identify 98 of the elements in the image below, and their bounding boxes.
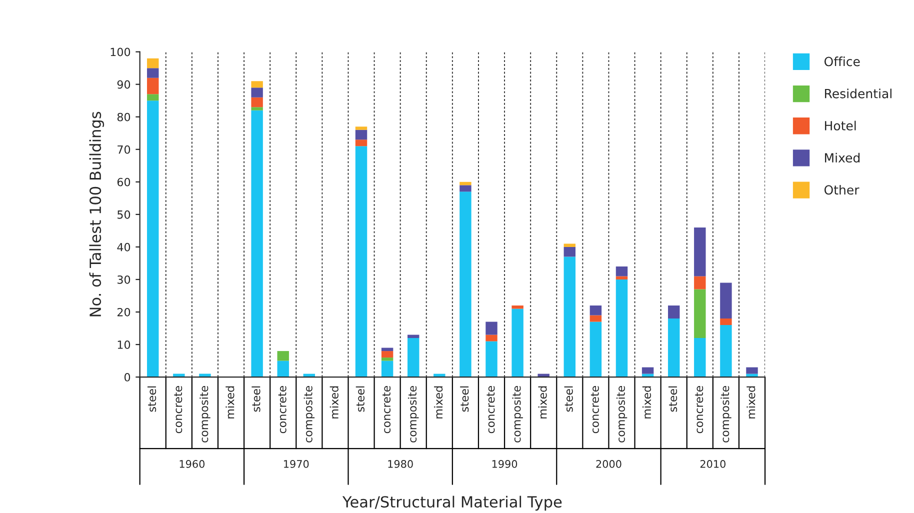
bar — [720, 325, 732, 378]
y-tick-label: 90 — [117, 80, 130, 89]
bar — [147, 94, 159, 101]
bar — [460, 182, 472, 186]
y-tick-label: 0 — [124, 373, 130, 382]
bar — [407, 334, 420, 338]
x-tick-label: composite — [616, 386, 628, 442]
bar — [590, 306, 602, 316]
bar — [668, 306, 680, 319]
bar — [147, 58, 159, 68]
bar — [355, 140, 368, 146]
bar — [616, 266, 628, 276]
bar — [590, 315, 602, 322]
bar — [694, 227, 706, 276]
x-tick-label: composite — [720, 386, 732, 442]
x-tick-label: composite — [304, 386, 315, 442]
x-tick-label: steel — [564, 386, 573, 412]
bar — [381, 358, 394, 361]
bar — [616, 279, 628, 378]
x-tick-label: composite — [408, 386, 419, 442]
x-tick-label: concrete — [174, 386, 182, 434]
bar — [694, 276, 706, 290]
bar — [694, 289, 706, 338]
x-tick-label: steel — [252, 386, 260, 412]
y-tick-label: 40 — [117, 242, 130, 252]
x-tick-label: mixed — [434, 386, 443, 418]
bar — [277, 351, 289, 361]
bar — [720, 318, 732, 326]
bar — [251, 97, 263, 108]
bar — [564, 246, 576, 257]
text: 2010 — [700, 460, 726, 468]
bar — [642, 367, 654, 374]
x-tick-label: steel — [460, 386, 469, 412]
bar — [616, 276, 628, 280]
bar — [251, 107, 263, 110]
bar — [251, 110, 263, 378]
y-axis-title: No. of Tallest 100 Buildings — [89, 112, 104, 316]
bar — [381, 348, 394, 352]
x-tick-label: composite — [512, 386, 523, 442]
bar — [147, 100, 159, 378]
y-tick-label: 100 — [110, 48, 130, 56]
y-tick-label: 50 — [118, 210, 130, 219]
legend-label: Office — [824, 56, 860, 66]
bar — [460, 192, 472, 378]
bar — [486, 334, 498, 342]
x-axis-title: Year/Structural Material Type — [342, 496, 562, 511]
legend-label: Residential — [825, 88, 892, 98]
legend-label: Other — [824, 184, 860, 195]
bar — [486, 341, 498, 378]
y-tick-label: 10 — [118, 340, 130, 349]
bar — [564, 256, 576, 378]
bar — [147, 78, 159, 94]
bar — [564, 244, 576, 247]
x-tick-label: concrete — [695, 386, 704, 434]
bar — [251, 81, 263, 88]
bar — [694, 338, 706, 378]
x-tick-label: steel — [147, 386, 156, 412]
bar — [668, 318, 680, 378]
bar — [512, 308, 524, 378]
x-tick-label: composite — [200, 386, 210, 442]
bar — [460, 185, 472, 192]
x-tick-label: concrete — [382, 386, 391, 434]
text: 2000 — [596, 460, 622, 468]
bar — [381, 351, 394, 358]
x-tick-label: concrete — [278, 386, 286, 434]
x-tick-label: mixed — [538, 386, 547, 418]
text: 1980 — [388, 460, 413, 468]
bar — [407, 338, 420, 378]
x-tick-label: steel — [356, 386, 364, 412]
text: 1970 — [284, 460, 309, 468]
y-tick-label: 70 — [118, 145, 130, 154]
bar — [251, 88, 263, 98]
bar — [355, 126, 368, 130]
legend-label: Hotel — [825, 120, 856, 130]
x-tick-label: mixed — [746, 386, 756, 418]
x-tick-label: mixed — [330, 386, 338, 418]
y-tick-label: 80 — [117, 112, 130, 122]
text: 1990 — [492, 460, 518, 468]
bar — [590, 322, 602, 378]
y-tick-label: 20 — [117, 308, 130, 316]
bar — [355, 146, 368, 378]
legend-label: Mixed — [825, 152, 860, 163]
y-tick-label: 60 — [117, 178, 130, 186]
bar — [147, 68, 159, 78]
bar — [355, 130, 368, 140]
y-tick-label: 30 — [118, 275, 130, 284]
bar — [746, 367, 758, 374]
text: 1960 — [180, 460, 205, 468]
bar — [486, 322, 498, 335]
bar — [512, 306, 524, 309]
bar — [277, 360, 289, 378]
x-tick-label: concrete — [486, 386, 495, 434]
bar — [381, 360, 394, 378]
bar — [720, 282, 732, 319]
x-tick-label: concrete — [590, 386, 599, 434]
x-tick-label: steel — [668, 386, 678, 412]
x-tick-label: mixed — [642, 386, 652, 418]
x-tick-label: mixed — [226, 386, 234, 418]
